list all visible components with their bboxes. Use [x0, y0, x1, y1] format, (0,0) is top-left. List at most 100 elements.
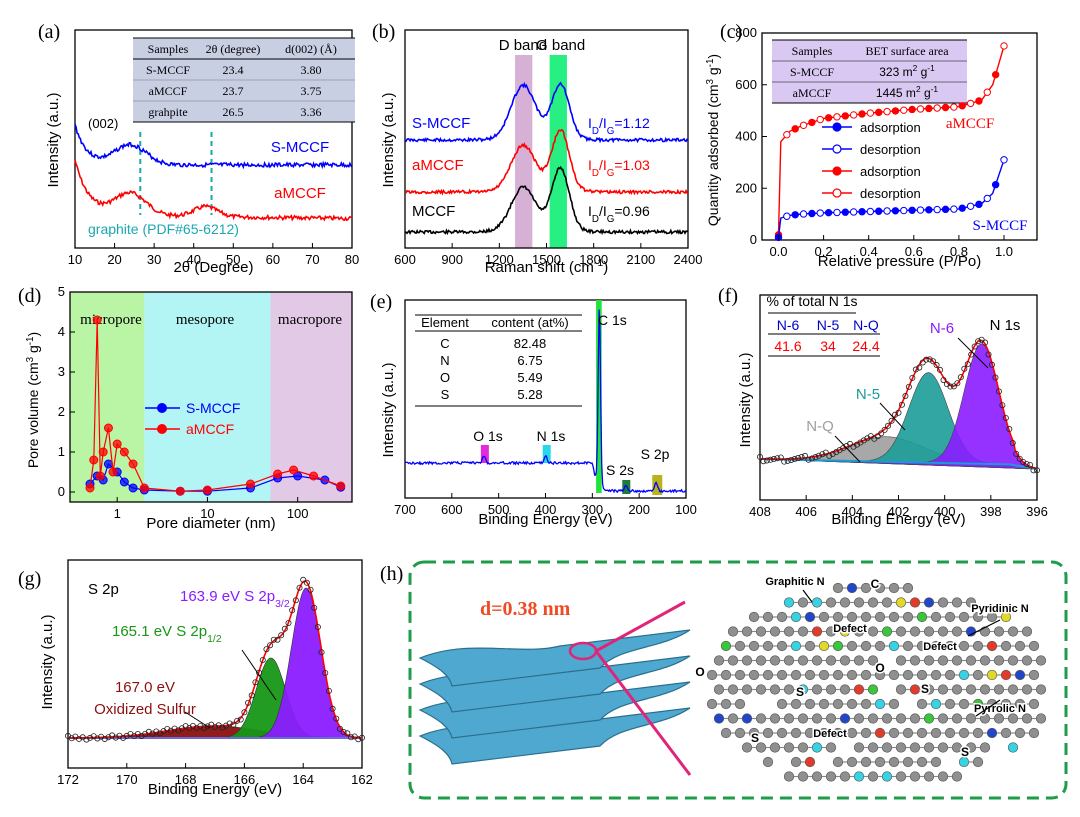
panel-c-x-tick: 0.4: [860, 244, 878, 259]
isotherm-point: [908, 206, 916, 214]
atom: [930, 756, 942, 768]
atom: [811, 684, 823, 695]
atom-label: Defect: [923, 641, 957, 653]
atom: [748, 727, 760, 739]
atom: [1000, 640, 1012, 652]
label-part: 1/2: [207, 633, 222, 645]
atom: [713, 655, 725, 666]
data-point: [1023, 460, 1030, 467]
pore-point: [336, 481, 346, 491]
atom: [972, 698, 984, 710]
atom: [797, 626, 809, 637]
label-part: 3: [25, 356, 36, 362]
label-part: -1: [705, 59, 716, 68]
panel-a-ylabel: Intensity (a.u.): [45, 92, 62, 187]
data-point: [791, 456, 798, 463]
data-point: [241, 709, 248, 716]
data-point: [982, 339, 989, 346]
data-point: [325, 687, 332, 694]
atom: [741, 713, 753, 724]
data-point: [933, 362, 940, 369]
data-point: [76, 735, 83, 742]
atom: [944, 611, 956, 623]
panel-c-y-tick: 800: [735, 25, 757, 40]
table-cell: S: [441, 387, 450, 402]
atom: [748, 611, 760, 623]
atom: [965, 597, 977, 608]
data-point: [815, 452, 822, 459]
table-cell: grahpite: [148, 105, 187, 119]
panel-f-x-tick: 402: [888, 504, 910, 519]
atom: [811, 742, 823, 753]
atom: [895, 597, 907, 608]
table-cell: S-MCCF: [146, 63, 190, 77]
panel-e-ylabel: Intensity (a.u.): [380, 362, 397, 457]
panel-b-label: (b): [372, 21, 395, 43]
raman-curve-MCCF: [404, 165, 689, 236]
atom: [888, 756, 900, 768]
isotherm-point: [966, 202, 975, 210]
graphene-sheet: [418, 629, 691, 687]
data-point: [230, 721, 237, 728]
atom: [993, 655, 1005, 666]
isotherm-point: [833, 208, 841, 217]
atom: [860, 640, 872, 652]
panel-e-x-tick: 200: [628, 502, 650, 517]
label-part: I: [588, 203, 592, 219]
atom: [909, 742, 921, 753]
atom: [881, 597, 893, 608]
atom: [895, 626, 907, 637]
isotherm-point: [925, 206, 933, 214]
atom: [888, 611, 900, 623]
series-label-aMCCF: aMCCF: [946, 116, 994, 132]
atom-label: S: [961, 745, 969, 759]
atom: [853, 742, 865, 753]
data-point: [798, 454, 805, 461]
table-cell: O: [440, 370, 450, 385]
atom: [881, 626, 893, 637]
atom: [846, 640, 858, 652]
label-part: 323 m: [879, 65, 912, 79]
pore-point: [119, 477, 129, 487]
S-MCCF-curve: [74, 124, 353, 170]
atom: [958, 640, 970, 652]
atom: [867, 771, 879, 782]
label-part: ): [25, 332, 41, 337]
data-point: [307, 586, 314, 593]
pointer: [957, 337, 989, 369]
panel-c-x-tick: 0.2: [815, 244, 833, 259]
data-point: [812, 454, 819, 461]
panel-g-x-tick: 164: [292, 772, 314, 787]
label-part: /I: [599, 115, 607, 131]
isotherm-point: [983, 88, 991, 96]
atom: [888, 669, 900, 681]
isotherm-point: [866, 207, 875, 216]
raman-series-label: MCCF: [412, 203, 455, 220]
raman-ratio-label: ID/IG=1.12: [588, 115, 650, 137]
atom: [923, 597, 935, 608]
peak-label: N 1s: [537, 428, 566, 444]
isotherm-point: [858, 208, 866, 216]
atom: [1021, 684, 1033, 695]
panel-f-x-tick: 408: [749, 504, 771, 519]
label-part: g: [705, 67, 721, 79]
d-band-label: D band: [499, 37, 547, 54]
atom: [902, 727, 914, 739]
atom: [958, 727, 970, 739]
pore-point: [103, 423, 113, 433]
panel-g-x-tick: 168: [175, 772, 197, 787]
data-point: [347, 734, 354, 741]
pore-point: [293, 471, 303, 481]
table-cell: 82.48: [514, 336, 547, 351]
component-label: 163.9 eV S 2p3/2: [180, 588, 290, 610]
atom: [776, 611, 788, 623]
atom: [916, 727, 928, 739]
isotherm-point: [791, 125, 799, 133]
panel-b-x-tick: 1500: [532, 252, 561, 267]
label-part: =1.12: [614, 115, 650, 131]
atom: [916, 756, 928, 768]
component-label: N-5: [856, 386, 880, 403]
atom: [811, 655, 823, 666]
atom: [839, 655, 851, 666]
label-part: Quantity adsorbed (cm: [705, 84, 721, 226]
